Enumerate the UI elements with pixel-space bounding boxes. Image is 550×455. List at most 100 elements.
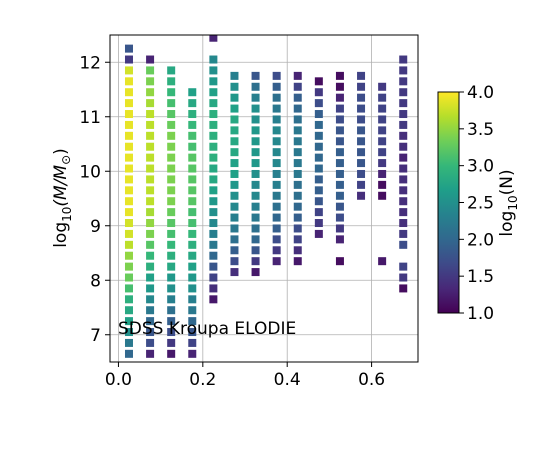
heatmap-cell <box>124 175 133 184</box>
heatmap-cell <box>230 180 239 189</box>
heatmap-cell <box>314 219 323 228</box>
x-tick-label: 0.6 <box>358 370 385 390</box>
heatmap-cell <box>314 110 323 119</box>
heatmap-cell <box>357 169 366 178</box>
heatmap-cell <box>399 142 408 151</box>
heatmap-cell <box>188 164 197 173</box>
heatmap-cell <box>146 153 155 162</box>
plot-frame <box>109 34 419 363</box>
heatmap-cell <box>209 251 218 260</box>
heatmap-cell <box>124 164 133 173</box>
heatmap-cell <box>230 257 239 266</box>
heatmap-cell <box>272 93 281 102</box>
heatmap-cell <box>124 328 133 337</box>
heatmap-cell <box>188 142 197 151</box>
heatmap-cell <box>399 186 408 195</box>
heatmap-cell <box>378 180 387 189</box>
heatmap-cell <box>357 126 366 135</box>
heatmap-cell <box>209 120 218 129</box>
heatmap-cell <box>209 284 218 293</box>
heatmap-cell <box>293 93 302 102</box>
heatmap-cell <box>272 202 281 211</box>
heatmap-cell <box>188 208 197 217</box>
heatmap-cell <box>188 240 197 249</box>
heatmap-cell <box>399 262 408 271</box>
heatmap-cell <box>230 202 239 211</box>
heatmap-cell <box>146 240 155 249</box>
y-axis-label-log: log <box>51 222 71 248</box>
heatmap-cell <box>399 88 408 97</box>
heatmap-cell <box>293 169 302 178</box>
heatmap-cell <box>209 55 218 64</box>
colorbar-tick-label: 2.0 <box>467 230 494 250</box>
heatmap-cell <box>230 235 239 244</box>
colorbar-tick-label: 3.5 <box>467 120 494 140</box>
heatmap-cell <box>230 268 239 277</box>
heatmap-cell <box>230 148 239 157</box>
heatmap-cell <box>335 159 344 168</box>
heatmap-cell <box>146 284 155 293</box>
heatmap-cell <box>188 262 197 271</box>
heatmap-cell <box>146 186 155 195</box>
heatmap-cell <box>399 219 408 228</box>
heatmap-cell <box>335 104 344 113</box>
heatmap-cell <box>251 71 260 80</box>
heatmap-cell <box>209 110 218 119</box>
heatmap-cell <box>146 262 155 271</box>
heatmap-cell <box>399 229 408 238</box>
heatmap-cell <box>124 317 133 326</box>
heatmap-cell <box>146 229 155 238</box>
y-tick-label: 9 <box>90 217 101 237</box>
heatmap-cell <box>335 257 344 266</box>
heatmap-cell <box>357 115 366 124</box>
heatmap-cell <box>167 349 176 358</box>
heatmap-cell <box>335 180 344 189</box>
heatmap-cell <box>124 99 133 108</box>
heatmap-cell <box>124 240 133 249</box>
heatmap-cell <box>335 202 344 211</box>
heatmap-cell <box>209 88 218 97</box>
heatmap-cell <box>188 99 197 108</box>
heatmap-cell <box>124 153 133 162</box>
heatmap-cell <box>230 159 239 168</box>
heatmap-cell <box>188 328 197 337</box>
heatmap-cell <box>209 295 218 304</box>
heatmap-cell <box>146 338 155 347</box>
heatmap-cell <box>314 142 323 151</box>
heatmap-cell <box>188 219 197 228</box>
colorbar-label: log10(N) <box>497 169 520 236</box>
heatmap-cell <box>272 126 281 135</box>
colorbar-tick-label: 1.0 <box>467 304 494 324</box>
heatmap-cell <box>293 148 302 157</box>
heatmap-cell <box>209 175 218 184</box>
heatmap-cell <box>272 159 281 168</box>
heatmap-cell <box>167 317 176 326</box>
heatmap-cell <box>167 120 176 129</box>
heatmap-cell <box>146 175 155 184</box>
heatmap-cell <box>314 99 323 108</box>
heatmap-cell <box>124 306 133 315</box>
heatmap-cell <box>124 120 133 129</box>
y-axis-ticks: 7 8 9 10 11 12 <box>79 53 110 346</box>
heatmap-cell <box>167 295 176 304</box>
heatmap-cell <box>293 213 302 222</box>
heatmap-cell <box>378 115 387 124</box>
heatmap-cell <box>167 175 176 184</box>
heatmap-cell <box>124 55 133 64</box>
heatmap-cell <box>251 180 260 189</box>
heatmap-cell <box>272 71 281 80</box>
heatmap-cell <box>272 82 281 91</box>
colorbar-label-sub: 10 <box>506 195 520 210</box>
heatmap-cell <box>167 251 176 260</box>
heatmap-cell <box>251 213 260 222</box>
heatmap-cell <box>293 126 302 135</box>
heatmap-cell <box>230 224 239 233</box>
heatmap-cell <box>167 153 176 162</box>
heatmap-cell <box>209 262 218 271</box>
heatmap-cell <box>335 191 344 200</box>
heatmap-cell <box>335 137 344 146</box>
heatmap-cell <box>124 338 133 347</box>
heatmap-cell <box>188 284 197 293</box>
colorbar-tick-label: 2.5 <box>467 194 494 214</box>
heatmap-cell <box>251 93 260 102</box>
